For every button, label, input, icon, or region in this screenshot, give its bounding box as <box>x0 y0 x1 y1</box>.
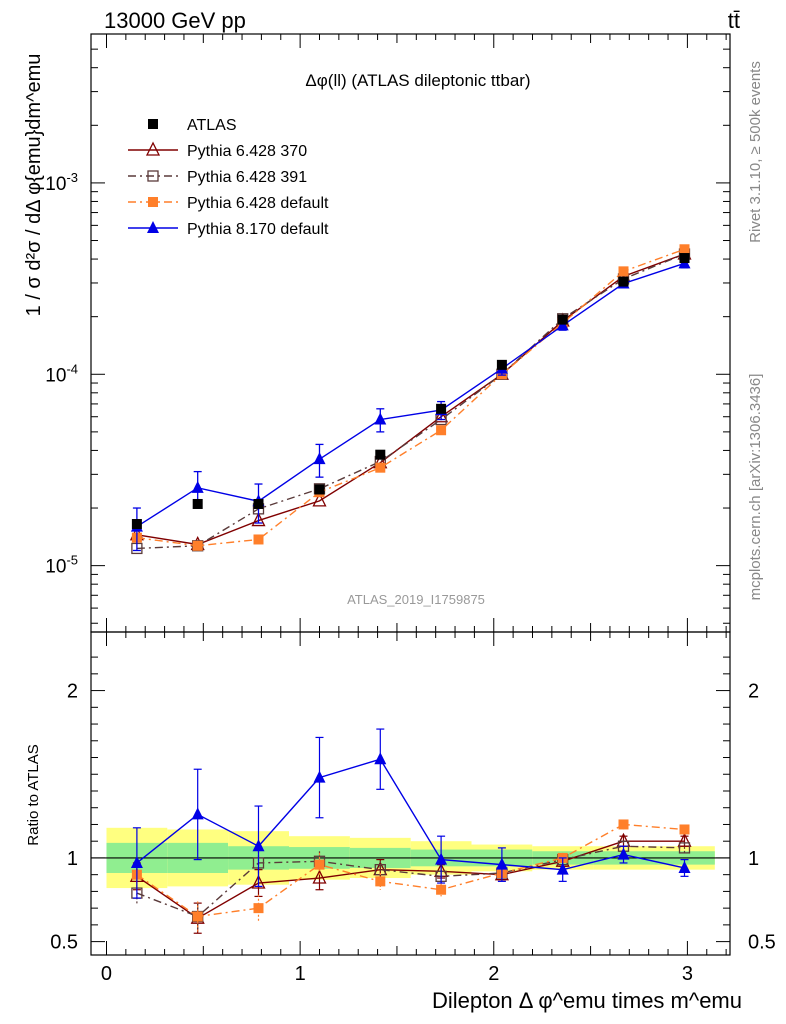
data-point <box>375 449 386 460</box>
legend-entry-2: Pythia 6.428 391 <box>128 169 307 186</box>
ratio-y-tick-label: 0.5 <box>50 932 78 954</box>
data-point <box>374 412 387 425</box>
data-point <box>148 119 158 129</box>
data-point <box>191 807 204 820</box>
ratio-y-tick-label: 2 <box>67 681 78 703</box>
data-point <box>436 425 447 436</box>
data-point <box>375 462 386 473</box>
data-point <box>436 403 447 414</box>
series-4 <box>130 256 691 552</box>
plot-frames <box>90 33 731 956</box>
data-point <box>130 855 143 868</box>
data-point <box>435 852 448 865</box>
legend-entry-4: Pythia 8.170 default <box>128 221 329 238</box>
series-line <box>136 253 685 550</box>
legend-label: Pythia 6.428 default <box>187 195 329 212</box>
y-tick-label: 10-3 <box>45 170 78 195</box>
header-left: 13000 GeV pp <box>104 8 246 33</box>
ratio-series-4 <box>130 728 691 899</box>
data-point <box>314 859 325 870</box>
series-2 <box>131 248 691 555</box>
data-point <box>251 874 266 889</box>
ratio-y-tick-label: 1 <box>67 848 78 870</box>
data-point <box>192 540 203 551</box>
data-point <box>192 911 203 922</box>
series-1 <box>129 245 692 551</box>
x-tick-label: 2 <box>488 963 499 985</box>
ratio-panel-frame <box>90 631 731 956</box>
data-point <box>617 847 630 860</box>
data-point <box>312 492 327 507</box>
data-point <box>312 869 327 884</box>
data-point <box>148 197 158 207</box>
ratio-y-tick-label-right: 1 <box>748 848 759 870</box>
ratio-y-tick-label-right: 2 <box>748 681 759 703</box>
series-layer <box>129 244 692 934</box>
data-point <box>679 244 690 255</box>
legend: ATLAS Pythia 6.428 370 Pythia 6.428 391 Pyt… <box>128 117 329 238</box>
data-point <box>131 519 142 530</box>
series-0 <box>131 253 690 530</box>
data-point <box>436 884 447 895</box>
data-point <box>496 359 507 370</box>
series-line <box>136 248 685 547</box>
ratio-line <box>136 758 685 871</box>
data-point <box>618 266 629 277</box>
data-point <box>679 824 690 835</box>
y-tick-label: 10-4 <box>45 361 78 386</box>
ratio-y-tick-label-right: 0.5 <box>748 932 776 954</box>
ratio-line <box>136 840 685 920</box>
data-point <box>192 498 203 509</box>
data-point <box>677 832 692 847</box>
y-tick-label: 10-5 <box>45 553 78 578</box>
main-y-axis-label: 1 / σ d²σ / dΔ φ{emu}dm^emu <box>23 54 45 317</box>
legend-entry-1: Pythia 6.428 370 <box>128 141 307 160</box>
data-point <box>495 857 508 870</box>
data-point <box>313 452 326 465</box>
data-point <box>147 221 159 233</box>
x-tick-label: 0 <box>101 963 112 985</box>
data-point <box>314 484 325 495</box>
x-tick-label: 3 <box>682 963 693 985</box>
axis-ticks: 0 1 2 3 10-5 10-4 10-3 0.5 0.5 1 1 2 2 <box>45 33 776 985</box>
ratio-uncertainty-band <box>91 827 730 889</box>
data-point <box>434 408 449 423</box>
legend-label: Pythia 6.428 370 <box>187 143 307 160</box>
legend-label: ATLAS <box>187 117 237 134</box>
data-point <box>679 253 690 264</box>
data-point <box>375 876 386 887</box>
data-point <box>253 498 264 509</box>
legend-entry-3: Pythia 6.428 default <box>128 195 329 212</box>
data-point <box>145 141 161 156</box>
data-point <box>253 903 264 914</box>
data-point <box>252 839 265 852</box>
main-title: Δφ(ll) (ATLAS dileptonic ttbar) <box>305 71 530 90</box>
legend-label: Pythia 6.428 391 <box>187 169 307 186</box>
data-point <box>374 752 387 765</box>
legend-label: Pythia 8.170 default <box>187 221 329 238</box>
data-point <box>618 276 629 287</box>
watermark: ATLAS_2019_I1759875 <box>347 592 485 607</box>
header-right: tt̄ <box>728 8 740 33</box>
data-point <box>147 170 159 182</box>
x-axis-label: Dilepton Δ φ^emu times m^emu <box>432 988 742 1013</box>
side-label-mcplots: mcplots.cern.ch [arXiv:1306.3436] <box>747 374 764 601</box>
x-tick-label: 1 <box>295 963 306 985</box>
data-point <box>678 860 691 873</box>
data-point <box>556 862 569 875</box>
data-point <box>557 314 568 325</box>
data-point <box>251 512 266 527</box>
data-point <box>191 480 204 493</box>
data-point <box>253 534 264 545</box>
series-line <box>136 262 685 528</box>
data-point <box>678 842 691 854</box>
data-point <box>313 770 326 783</box>
legend-entry-0: ATLAS <box>148 117 237 134</box>
data-point <box>618 819 629 830</box>
side-label-rivet: Rivet 3.1.10, ≥ 500k events <box>747 61 764 243</box>
ratio-y-axis-label: Ratio to ATLAS <box>25 744 42 845</box>
